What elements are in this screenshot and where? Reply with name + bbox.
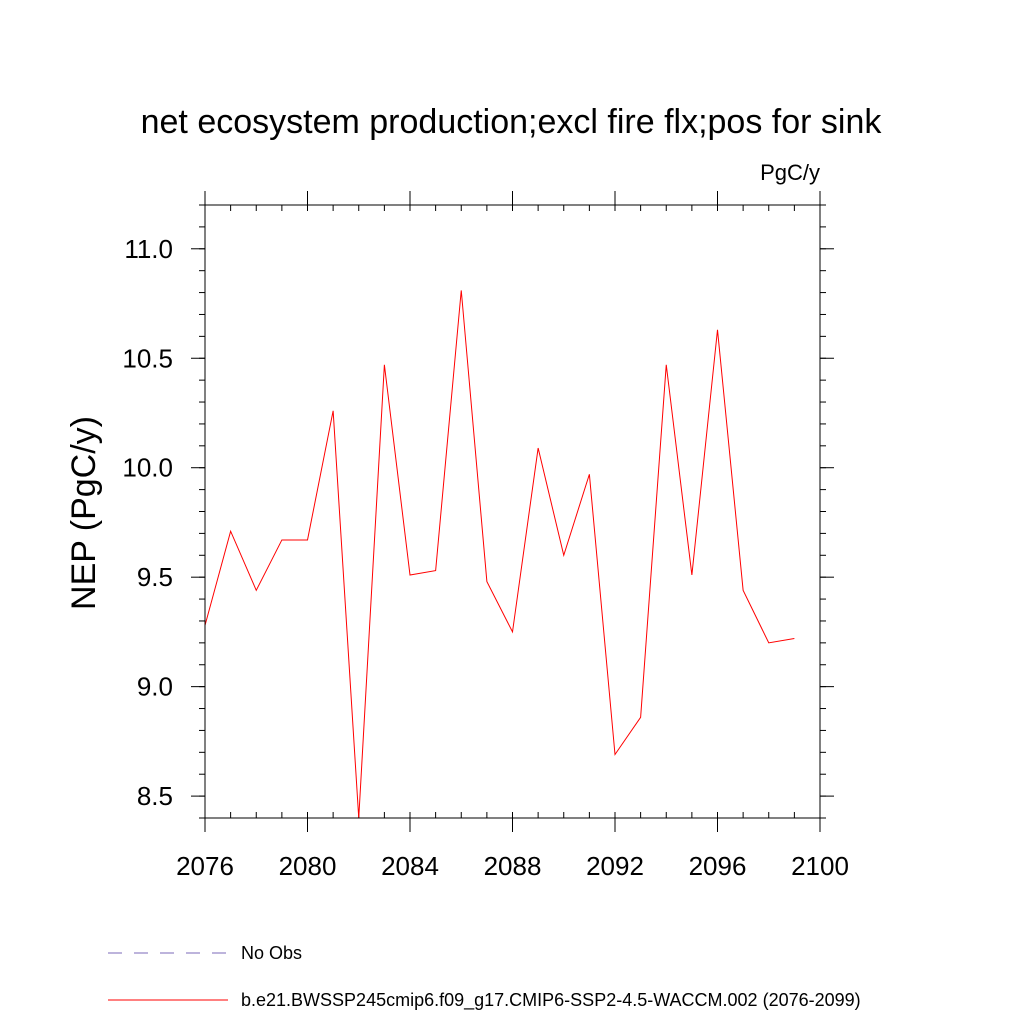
legend-label-no-obs: No Obs bbox=[241, 943, 302, 963]
y-tick-label: 10.0 bbox=[122, 453, 173, 483]
x-tick-labels: 2076 2080 2084 2088 2092 2096 2100 bbox=[176, 851, 849, 881]
y-tick-label: 9.0 bbox=[137, 672, 173, 702]
x-tick-label: 2100 bbox=[791, 851, 849, 881]
x-tick-label: 2096 bbox=[689, 851, 747, 881]
y-tick-labels: 8.5 9.0 9.5 10.0 10.5 11.0 bbox=[122, 234, 173, 811]
y-tick-label: 9.5 bbox=[137, 562, 173, 592]
minor-ticks bbox=[199, 204, 826, 819]
x-tick-label: 2084 bbox=[381, 851, 439, 881]
chart-title: net ecosystem production;excl fire flx;p… bbox=[141, 103, 883, 141]
x-tick-label: 2088 bbox=[484, 851, 542, 881]
y-tick-label: 11.0 bbox=[124, 234, 173, 264]
legend-label-series: b.e21.BWSSP245cmip6.f09_g17.CMIP6-SSP2-4… bbox=[241, 990, 861, 1011]
x-tick-label: 2076 bbox=[176, 851, 234, 881]
y-tick-label: 10.5 bbox=[122, 343, 173, 373]
plot-frame bbox=[204, 204, 821, 819]
x-tick-label: 2092 bbox=[586, 851, 644, 881]
units-label: PgC/y bbox=[760, 160, 820, 185]
legend: No Obs b.e21.BWSSP245cmip6.f09_g17.CMIP6… bbox=[108, 943, 861, 1011]
series-line bbox=[204, 290, 795, 819]
x-tick-label: 2080 bbox=[279, 851, 337, 881]
y-axis-label: NEP (PgC/y) bbox=[65, 416, 103, 610]
series-layer bbox=[204, 290, 795, 819]
major-ticks bbox=[191, 191, 834, 832]
y-tick-label: 8.5 bbox=[137, 781, 173, 811]
